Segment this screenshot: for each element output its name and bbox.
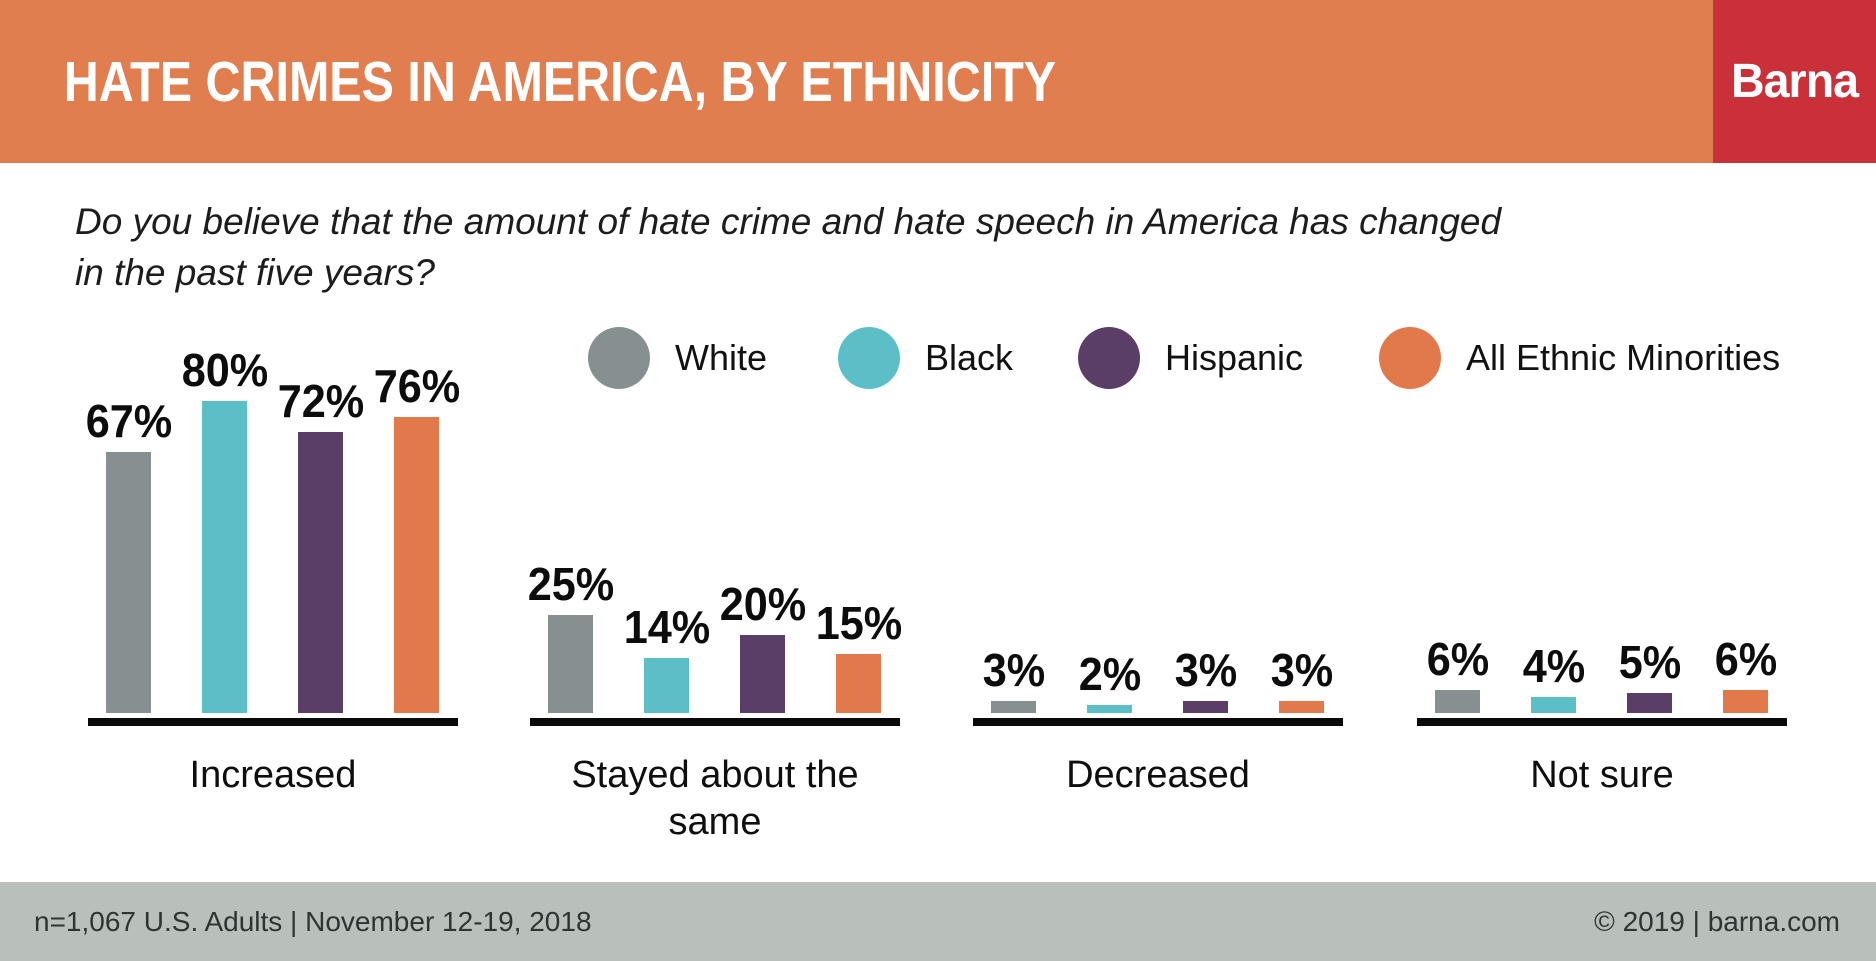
- legend-swatch-black: [838, 327, 900, 389]
- bar-all-ethnic-minorities-not-sure: [1723, 690, 1768, 713]
- barna-logo: Barna: [1713, 0, 1876, 163]
- legend-swatch-all-ethnic-minorities: [1379, 327, 1441, 389]
- legend-label-white: White: [675, 337, 768, 378]
- category-label-decreased: Decreased: [973, 752, 1343, 799]
- bar-black-increased: [202, 401, 247, 713]
- category-label-text: Not sure: [1530, 754, 1674, 796]
- bar-white-not-sure: [1435, 690, 1480, 713]
- value-label-black-increased: 80%: [181, 344, 268, 396]
- value-label-white-stayed-about-the-same: 25%: [527, 558, 614, 610]
- baseline-increased: [88, 718, 458, 726]
- value-label-all-ethnic-minorities-increased: 76%: [373, 360, 460, 412]
- bar-all-ethnic-minorities-stayed-about-the-same: [836, 654, 881, 713]
- value-label-hispanic-increased: 72%: [277, 375, 364, 427]
- category-label-stayed-about-the-same: Stayed about the same: [530, 752, 900, 846]
- category-label-increased: Increased: [88, 752, 458, 799]
- value-label-white-increased: 67%: [85, 395, 172, 447]
- footer-sample-note: n=1,067 U.S. Adults | November 12-19, 20…: [34, 905, 592, 937]
- survey-question: Do you believe that the amount of hate c…: [75, 196, 1501, 298]
- bar-hispanic-stayed-about-the-same: [740, 635, 785, 713]
- value-label-black-stayed-about-the-same: 14%: [623, 601, 710, 653]
- value-label-all-ethnic-minorities-stayed-about-the-same: 15%: [815, 597, 902, 649]
- bar-all-ethnic-minorities-decreased: [1279, 701, 1324, 713]
- legend-label-black: Black: [925, 337, 1014, 378]
- bar-black-stayed-about-the-same: [644, 658, 689, 713]
- legend-swatch-hispanic: [1078, 327, 1140, 389]
- bar-white-increased: [106, 452, 151, 713]
- header-bar: HATE CRIMES IN AMERICA, BY ETHNICITY Bar…: [0, 0, 1876, 163]
- category-label-not-sure: Not sure: [1417, 752, 1787, 799]
- bar-all-ethnic-minorities-increased: [394, 417, 439, 713]
- survey-question-line2: in the past five years?: [75, 252, 435, 293]
- value-label-hispanic-stayed-about-the-same: 20%: [719, 578, 806, 630]
- bar-hispanic-not-sure: [1627, 693, 1672, 713]
- bar-white-stayed-about-the-same: [548, 615, 593, 713]
- bar-black-decreased: [1087, 705, 1132, 713]
- value-label-black-decreased: 2%: [1078, 648, 1141, 700]
- baseline-not-sure: [1417, 718, 1787, 726]
- bar-black-not-sure: [1531, 697, 1576, 713]
- legend-label-hispanic: Hispanic: [1165, 337, 1304, 378]
- bar-hispanic-decreased: [1183, 701, 1228, 713]
- bar-white-decreased: [991, 701, 1036, 713]
- value-label-hispanic-decreased: 3%: [1174, 644, 1237, 696]
- value-label-hispanic-not-sure: 5%: [1618, 636, 1681, 688]
- baseline-decreased: [973, 718, 1343, 726]
- page-title: HATE CRIMES IN AMERICA, BY ETHNICITY: [63, 49, 1057, 114]
- legend-swatch-white: [588, 327, 650, 389]
- category-label-text: Increased: [189, 754, 357, 796]
- legend-label-all-ethnic-minorities: All Ethnic Minorities: [1466, 337, 1781, 378]
- category-label-text: Decreased: [1066, 754, 1250, 796]
- footer-bar: n=1,067 U.S. Adults | November 12-19, 20…: [0, 882, 1876, 961]
- value-label-white-not-sure: 6%: [1426, 633, 1489, 685]
- barna-logo-text: Barna: [1730, 55, 1859, 108]
- value-label-all-ethnic-minorities-not-sure: 6%: [1714, 633, 1777, 685]
- value-label-all-ethnic-minorities-decreased: 3%: [1270, 644, 1333, 696]
- footer-copyright: © 2019 | barna.com: [1594, 905, 1840, 937]
- bar-hispanic-increased: [298, 432, 343, 713]
- baseline-stayed-about-the-same: [530, 718, 900, 726]
- category-label-text: Stayed about the same: [571, 754, 859, 843]
- survey-question-line1: Do you believe that the amount of hate c…: [75, 201, 1502, 242]
- value-label-white-decreased: 3%: [982, 644, 1045, 696]
- value-label-black-not-sure: 4%: [1522, 640, 1585, 692]
